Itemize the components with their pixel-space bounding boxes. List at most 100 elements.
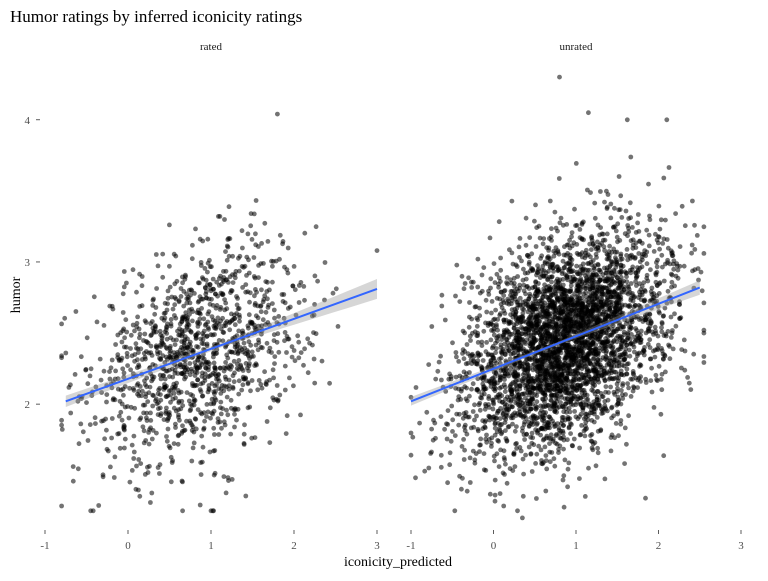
data-point: [120, 402, 125, 407]
data-point: [523, 271, 528, 276]
data-point: [150, 404, 155, 409]
data-point: [505, 481, 510, 486]
data-point: [626, 413, 631, 418]
data-point: [176, 407, 181, 412]
data-point: [574, 264, 579, 269]
data-point: [148, 500, 153, 505]
data-point: [183, 428, 188, 433]
data-point: [256, 275, 261, 280]
data-point: [190, 393, 195, 398]
data-point: [657, 291, 662, 296]
data-point: [232, 425, 237, 430]
data-point: [297, 300, 302, 305]
data-point: [122, 345, 127, 350]
data-point: [603, 238, 608, 243]
data-point: [465, 489, 470, 494]
data-point: [173, 295, 178, 300]
data-point: [658, 227, 663, 232]
data-point: [180, 480, 185, 485]
data-point: [280, 241, 285, 246]
data-point: [557, 267, 562, 272]
data-point: [76, 466, 81, 471]
data-point: [456, 359, 461, 364]
data-point: [327, 381, 332, 386]
data-point: [503, 420, 508, 425]
data-point: [702, 328, 707, 333]
data-point: [283, 388, 288, 393]
data-point: [595, 318, 600, 323]
data-point: [616, 347, 621, 352]
data-point: [519, 398, 524, 403]
data-point: [167, 264, 172, 269]
data-point: [246, 232, 251, 237]
data-point: [104, 392, 109, 397]
data-point: [287, 337, 292, 342]
data-point: [241, 382, 246, 387]
data-point: [176, 442, 181, 447]
data-point: [205, 270, 210, 275]
data-point: [226, 236, 231, 241]
data-point: [225, 412, 230, 417]
data-point: [230, 477, 235, 482]
data-point: [154, 330, 159, 335]
data-point: [548, 459, 553, 464]
data-point: [489, 436, 494, 441]
data-point: [242, 441, 247, 446]
data-point: [219, 426, 224, 431]
data-point: [275, 383, 280, 388]
data-point: [568, 431, 573, 436]
data-point: [442, 427, 447, 432]
data-point: [171, 382, 176, 387]
data-point: [626, 285, 631, 290]
data-point: [591, 384, 596, 389]
data-point: [584, 248, 589, 253]
data-point: [484, 433, 489, 438]
data-point: [502, 472, 507, 477]
data-point: [514, 263, 519, 268]
data-point: [429, 324, 434, 329]
data-point: [690, 243, 695, 248]
data-point: [295, 333, 300, 338]
data-point: [205, 320, 210, 325]
data-point: [212, 400, 217, 405]
data-point: [224, 306, 229, 311]
data-point: [236, 392, 241, 397]
data-point: [591, 242, 596, 247]
data-point: [143, 472, 148, 477]
data-point: [166, 415, 171, 420]
data-point: [543, 489, 548, 494]
data-point: [501, 300, 506, 305]
data-point: [190, 309, 195, 314]
data-point: [199, 434, 204, 439]
data-point: [657, 364, 662, 369]
data-point: [580, 267, 585, 272]
data-point: [453, 433, 458, 438]
data-point: [514, 424, 519, 429]
data-point: [495, 451, 500, 456]
data-point: [195, 358, 200, 363]
data-point: [498, 256, 503, 261]
data-point: [505, 345, 510, 350]
data-point: [472, 418, 477, 423]
data-point: [606, 192, 611, 197]
data-point: [88, 374, 93, 379]
data-point: [231, 280, 236, 285]
data-point: [521, 278, 526, 283]
data-point: [584, 397, 589, 402]
data-point: [136, 488, 141, 493]
data-point: [562, 325, 567, 330]
data-point: [503, 389, 508, 394]
data-point: [121, 310, 126, 315]
data-point: [580, 255, 585, 260]
data-point: [512, 281, 517, 286]
data-point: [661, 176, 666, 181]
data-point: [172, 302, 177, 307]
data-point: [269, 350, 274, 355]
data-point: [159, 316, 164, 321]
data-point: [556, 351, 561, 356]
data-point: [170, 367, 175, 372]
data-point: [262, 293, 267, 298]
data-point: [143, 394, 148, 399]
data-point: [293, 287, 298, 292]
data-point: [551, 249, 556, 254]
